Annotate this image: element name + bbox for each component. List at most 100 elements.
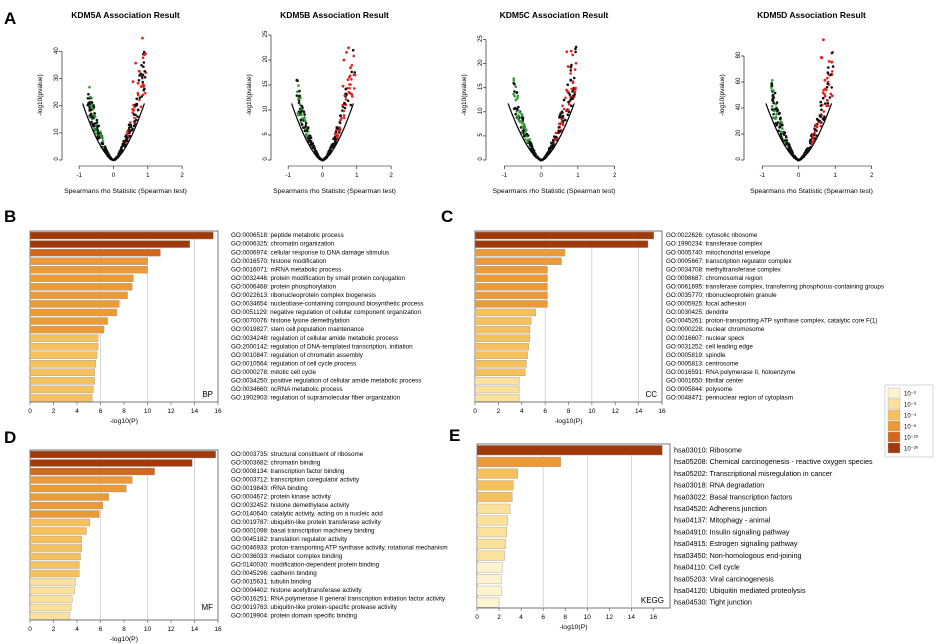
volcano-point <box>809 141 812 145</box>
volcano-point-outlier <box>822 38 825 42</box>
volcano-point <box>557 131 561 134</box>
bar <box>29 231 214 240</box>
volcano-point <box>566 113 570 116</box>
volcano-point <box>342 114 346 117</box>
panel-letter-a: A <box>4 9 16 28</box>
bar <box>474 394 520 402</box>
volcano-point <box>303 129 307 133</box>
bar <box>476 597 500 608</box>
category-label: GO:0019904: protein domain specific bind… <box>231 613 358 620</box>
volcano-point <box>311 142 315 145</box>
category-label: GO:0005667: transcription regulator comp… <box>666 258 793 265</box>
volcano-point <box>143 87 146 91</box>
volcano-points <box>770 38 835 162</box>
volcano-point <box>771 99 774 102</box>
volcano-point <box>88 105 91 109</box>
volcano-point <box>137 79 141 82</box>
x-tick-label: -1 <box>76 173 82 179</box>
volcano-point <box>521 125 524 128</box>
volcano-point <box>105 151 109 154</box>
volcano-point <box>555 135 558 139</box>
volcano-point <box>139 85 143 88</box>
volcano-point <box>770 105 774 108</box>
volcano-point <box>569 72 572 75</box>
x-tick-label: 4 <box>75 626 79 633</box>
bar <box>474 248 566 257</box>
y-tick-label: 20 <box>478 59 484 66</box>
volcano-point <box>96 129 99 132</box>
volcano-point <box>516 116 520 119</box>
volcano-point <box>815 125 819 129</box>
x-tick-label: 2 <box>497 614 501 621</box>
category-label: GO:0006468: protein phosphorylation <box>231 283 337 290</box>
bar <box>476 527 507 538</box>
volcano-point <box>571 90 574 93</box>
enrichment-bar-charts: GO:0006518: peptide metabolic process GO:… <box>28 230 884 643</box>
category-label: GO:0000228: nuclear chromosome <box>666 326 765 333</box>
volcano-point <box>99 130 102 134</box>
bar <box>476 574 502 585</box>
volcano-point <box>133 105 136 109</box>
y-tick-label: 20 <box>263 55 269 62</box>
volcano-point <box>564 96 567 100</box>
category-label: GO:0001098: basal transcription machiner… <box>231 528 375 535</box>
volcano-point <box>90 114 93 117</box>
bar <box>29 317 108 325</box>
volcano-point <box>141 82 145 86</box>
volcano-point <box>775 124 778 127</box>
volcano-point <box>772 96 776 99</box>
volcano-point <box>520 113 524 117</box>
volcano-point <box>133 116 136 120</box>
x-tick-label: 0 <box>539 173 543 179</box>
category-label: hsa03010: Ribosome <box>674 445 742 454</box>
x-axis-label: -log10(P) <box>110 418 138 425</box>
y-tick-label: 10 <box>54 128 60 135</box>
volcano-point <box>343 106 347 110</box>
volcano-point <box>791 151 794 155</box>
bar-chart-b: GO:0006518: peptide metabolic process GO:… <box>28 230 424 425</box>
category-label: GO:0098687: chromosomal region <box>666 275 763 282</box>
category-label: hsa04110: Cell cycle <box>674 563 740 572</box>
volcano-point <box>133 120 136 123</box>
bar <box>474 231 655 240</box>
volcano-point <box>529 142 533 146</box>
volcano-point <box>515 91 519 95</box>
volcano-point <box>96 125 99 128</box>
volcano-point <box>326 152 330 155</box>
category-label: GO:0032446: protein modification by smal… <box>231 275 405 282</box>
bar <box>29 544 82 552</box>
x-tick-label: 8 <box>563 614 567 621</box>
volcano-point <box>518 120 522 123</box>
volcano-point <box>299 118 303 122</box>
volcano-title: KDM5A Association Result <box>71 10 180 20</box>
volcano-point <box>336 135 339 139</box>
bar <box>474 360 527 368</box>
panel-letter-c: C <box>441 207 453 226</box>
pvalue-color-legend: 10⁻² 10⁻³ 10⁻⁴ 10⁻⁶ 10⁻¹⁰ 10⁻²⁰ <box>884 384 934 458</box>
legend-swatch <box>887 442 901 454</box>
volcano-point <box>570 87 573 91</box>
volcano-point <box>829 92 833 96</box>
volcano-point <box>513 83 516 86</box>
x-tick-label: 16 <box>214 408 222 415</box>
volcano-point <box>122 144 125 147</box>
bar <box>29 351 98 359</box>
bar <box>29 300 120 308</box>
y-tick-label: 10 <box>478 107 484 114</box>
volcano-point <box>514 112 517 116</box>
volcano-point <box>93 114 96 117</box>
category-label: GO:0140030: modification-dependent prote… <box>231 562 380 569</box>
x-tick-label: 0 <box>321 173 325 179</box>
volcano-point <box>821 91 825 95</box>
volcano-point-outlier <box>137 69 141 73</box>
ontology-caption: CC <box>645 390 657 399</box>
volcano-point <box>559 114 562 118</box>
volcano-point <box>804 148 808 152</box>
volcano-point <box>513 90 516 93</box>
category-label: GO:0070076: histone lysine demethylation <box>231 318 350 325</box>
volcano-point <box>139 105 143 108</box>
volcano-point <box>771 94 775 97</box>
bar <box>29 586 75 595</box>
x-tick-label: 16 <box>214 626 222 633</box>
